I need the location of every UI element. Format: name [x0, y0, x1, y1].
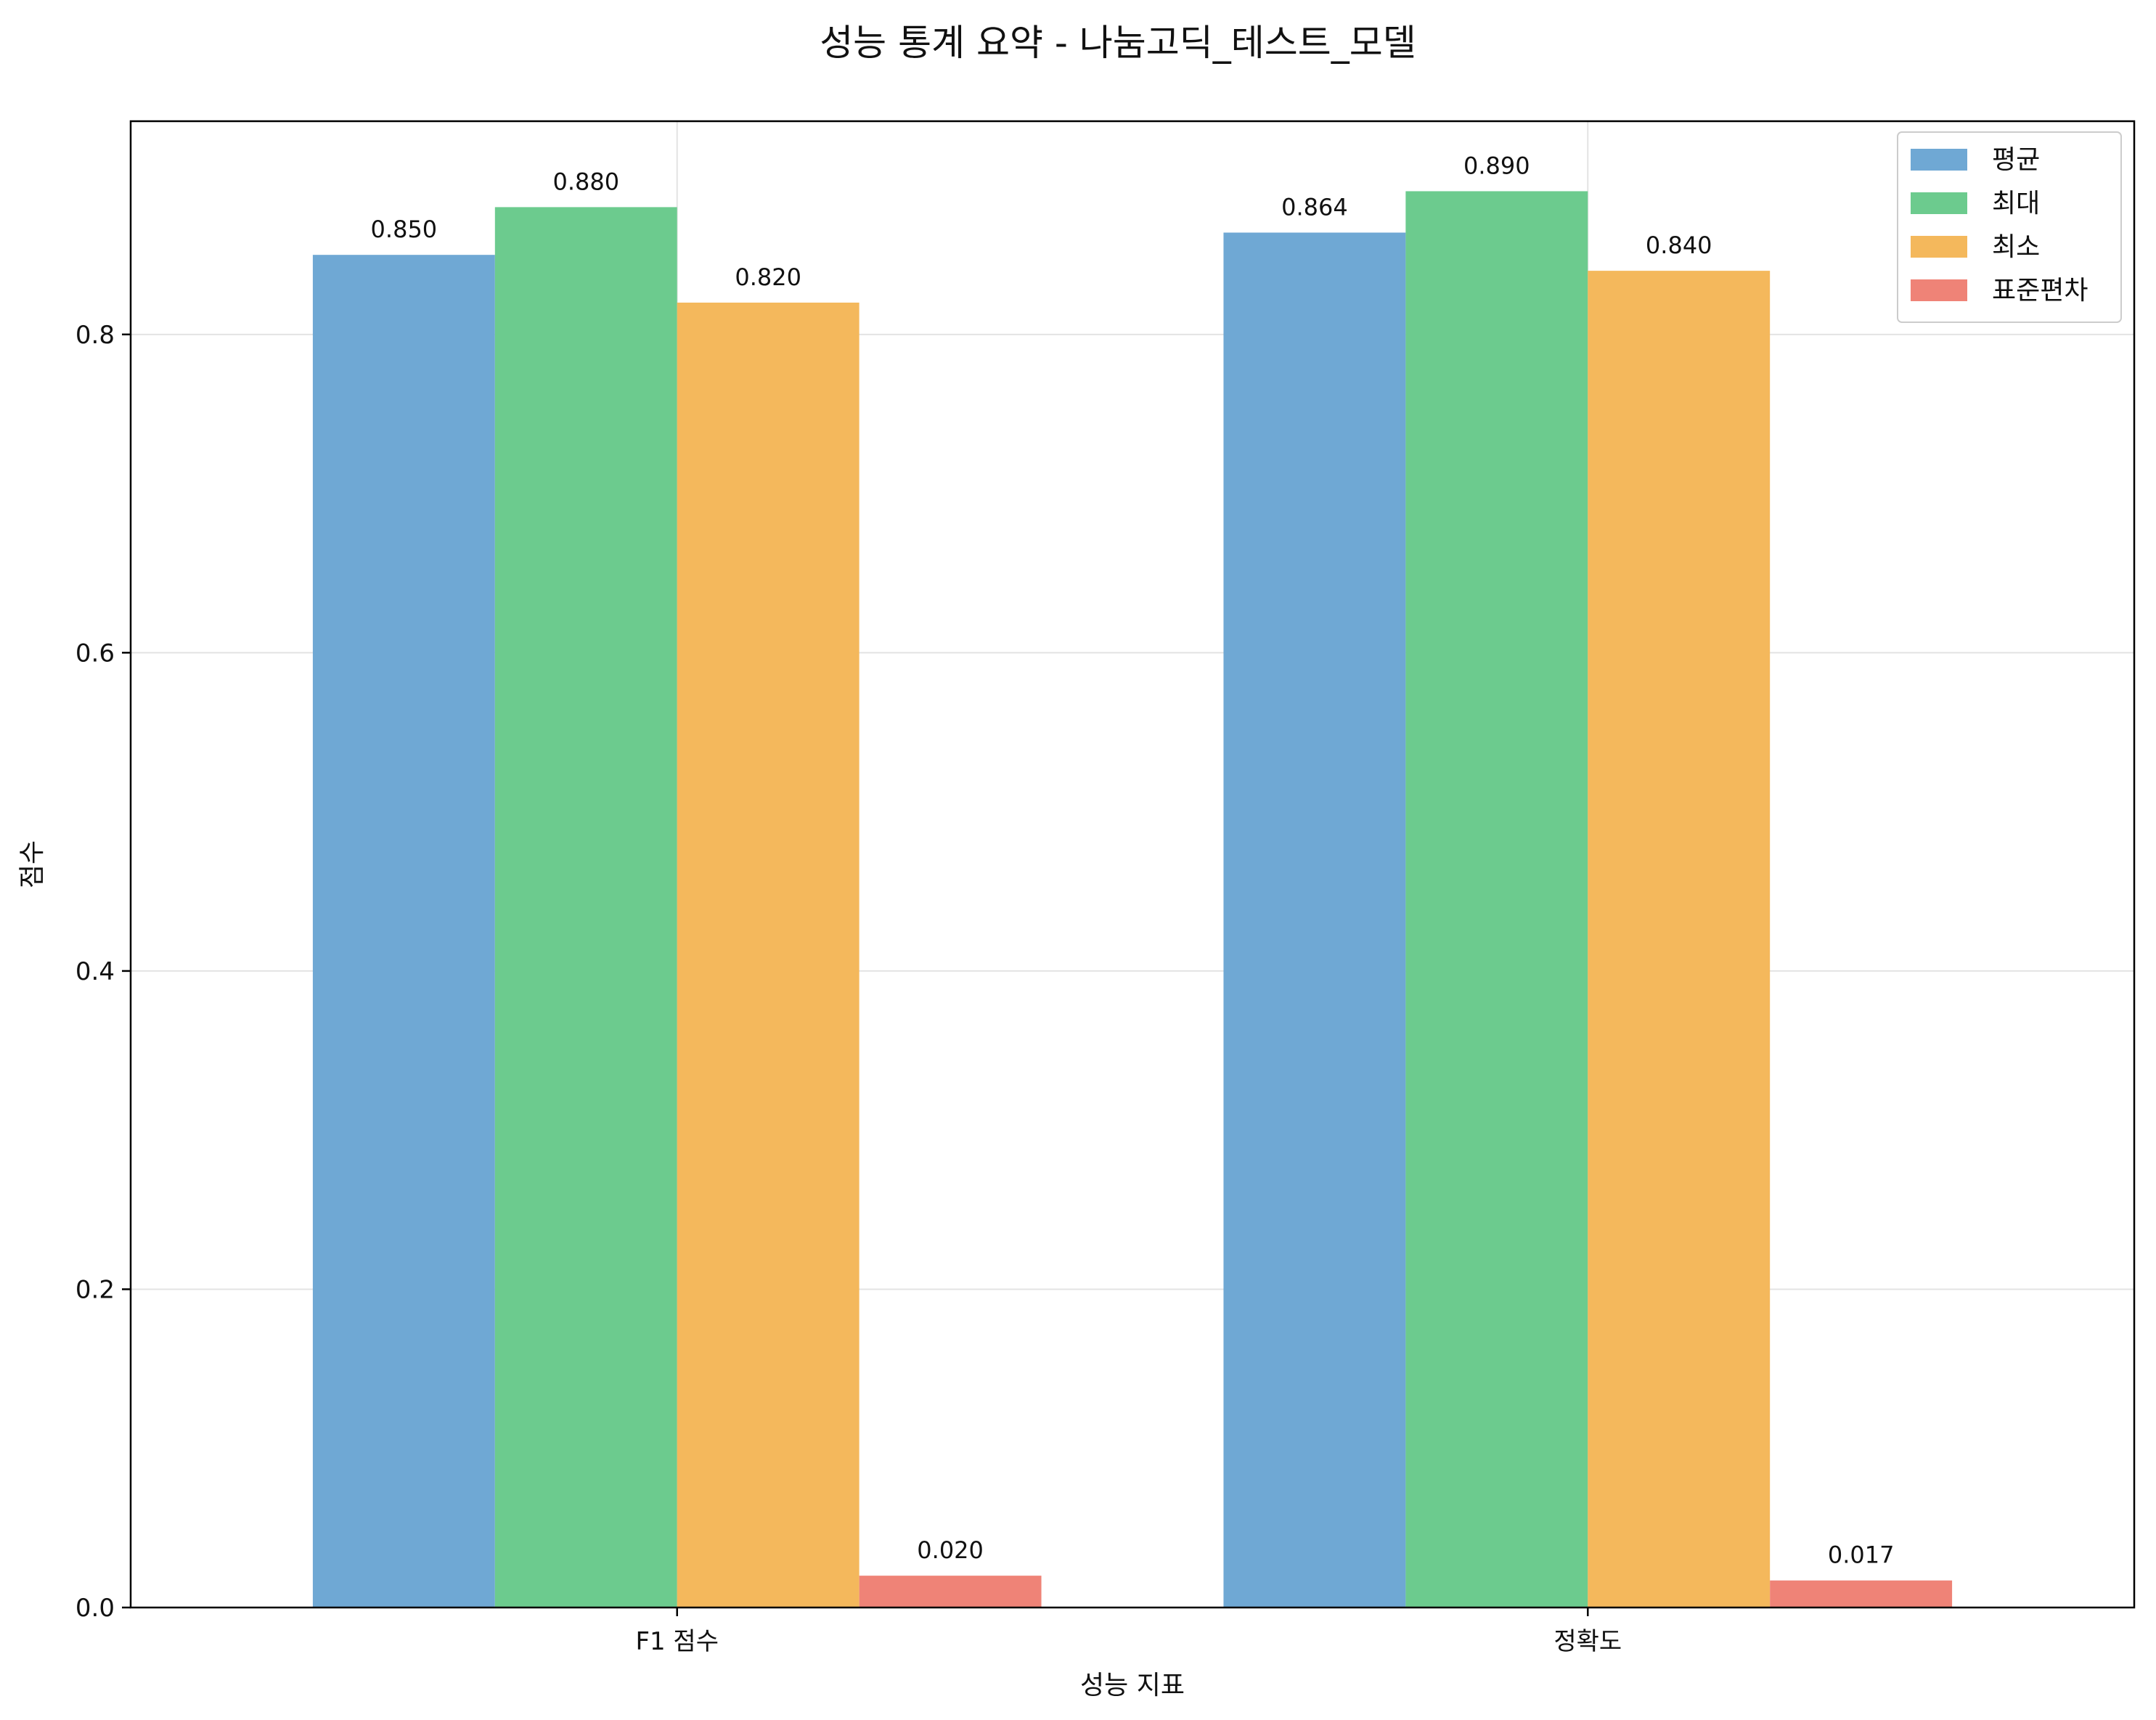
legend-label: 최소	[1992, 232, 2040, 262]
legend-swatch	[1911, 236, 1967, 258]
bar-최소-정확도	[1588, 271, 1771, 1608]
bar-평균-F1 점수	[312, 255, 495, 1608]
x-axis-label: 성능 지표	[1080, 1671, 1185, 1700]
axis-layer: 0.0 0.2 0.4 0.6 0.8 F1 점수 정확도	[75, 321, 1622, 1656]
y-tick-label: 0.4	[75, 957, 115, 986]
chart-title: 성능 통계 요약 - 나눔고딕_테스트_모델	[820, 22, 1416, 64]
bar-표준편차-F1 점수	[859, 1576, 1042, 1608]
bar-value-label: 0.820	[735, 263, 801, 291]
bars-layer	[312, 191, 1953, 1608]
plot-frame	[129, 120, 2136, 1609]
bar-value-label: 0.850	[371, 216, 438, 243]
legend-label: 표준편차	[1992, 276, 2088, 306]
bar-평균-정확도	[1223, 232, 1406, 1608]
legend-swatch	[1911, 192, 1967, 214]
bar-value-label: 0.890	[1463, 152, 1530, 179]
bar-value-label: 0.864	[1281, 193, 1348, 221]
bar-최대-정확도	[1405, 191, 1588, 1608]
y-tick-label: 0.2	[75, 1275, 115, 1304]
x-tick-label: F1 점수	[635, 1627, 719, 1656]
y-tick-label: 0.0	[75, 1594, 115, 1623]
y-axis-label: 점수	[17, 840, 47, 888]
legend-swatch	[1911, 149, 1967, 171]
bar-최소-F1 점수	[677, 302, 859, 1608]
y-tick-label: 0.6	[75, 639, 115, 668]
legend-box	[1897, 131, 2122, 323]
legend-label: 평균	[1992, 145, 2040, 175]
legend-swatch	[1911, 279, 1967, 301]
x-tick-label: 정확도	[1553, 1627, 1622, 1656]
y-tick-label: 0.8	[75, 321, 115, 350]
bar-표준편차-정확도	[1770, 1580, 1953, 1608]
bar-최대-F1 점수	[494, 207, 677, 1608]
legend-label: 최대	[1992, 189, 2040, 218]
bar-value-label: 0.840	[1646, 232, 1712, 259]
bar-value-label: 0.020	[917, 1536, 984, 1564]
value-labels-layer: 0.850 0.864 0.880 0.890 0.820 0.840 0.020 0.017	[371, 152, 1895, 1568]
bar-value-label: 0.880	[552, 168, 619, 195]
bar-value-label: 0.017	[1828, 1541, 1895, 1569]
